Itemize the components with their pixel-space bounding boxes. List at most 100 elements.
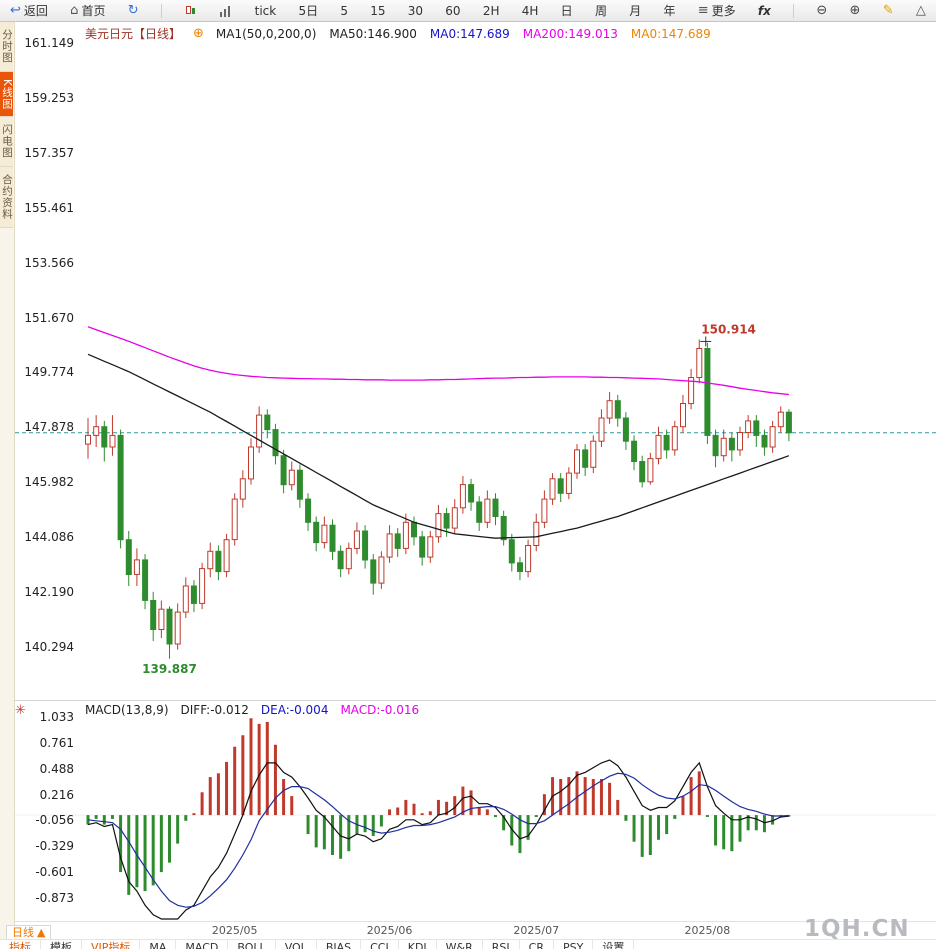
macd-axis-label: -0.601 <box>35 865 74 880</box>
sidebar-tab-kline[interactable]: K线图 <box>0 71 13 118</box>
macd-legend-item: DEA:-0.004 <box>260 703 329 717</box>
tab-cr[interactable]: CR <box>520 940 554 949</box>
period-4h-button-label: 4H <box>521 3 539 18</box>
bottom-tab-bar: 指标 模板 VIP指标 MA MACD BOLL VOL BIAS CCI KDJ W&R RSI CR… <box>0 939 936 949</box>
macd-axis-label: 1.033 <box>39 710 74 724</box>
period-tick-button[interactable]: tick <box>255 4 277 18</box>
price-axis-label: 140.294 <box>24 640 74 654</box>
period-tick-button-label: tick <box>254 3 277 18</box>
macd-axis-label: -0.873 <box>35 891 74 905</box>
tab-settings[interactable]: 设置 <box>593 940 635 949</box>
period-60min-button[interactable]: 60 <box>445 4 460 18</box>
macd-legend-item: MACD(13,8,9) <box>85 703 169 717</box>
ma-legend: MA1(50,0,200,0) MA50:146.900 MA0:147.689 MA… <box>216 27 711 41</box>
tab-vol[interactable]: VOL <box>276 940 317 949</box>
period-30min-button[interactable]: 30 <box>408 4 423 18</box>
period-week-button-label: 周 <box>594 4 607 18</box>
back-arrow-icon: ↩ <box>10 3 21 18</box>
svg-text:139.887: 139.887 <box>142 662 197 676</box>
fx-button[interactable]: fx <box>758 4 771 18</box>
tab-cci[interactable]: CCI <box>361 940 399 949</box>
ma-legend-item: MA1(50,0,200,0) <box>215 26 317 41</box>
more-button[interactable]: ≡ 更多 <box>698 2 736 19</box>
flag-button[interactable]: △ <box>916 4 926 17</box>
back-button[interactable]: ↩ 返回 <box>10 2 48 19</box>
macd-axis-label: -0.056 <box>35 813 74 828</box>
triangle-icon: △ <box>915 3 926 18</box>
zoom-out-icon: ⊖ <box>816 3 828 18</box>
period-month-button[interactable]: 月 <box>629 2 641 19</box>
price-axis-label: 157.357 <box>24 145 74 160</box>
tab-vip-indicator[interactable]: VIP指标 <box>82 940 141 949</box>
tab-bias[interactable]: BIAS <box>317 940 362 949</box>
indicator-settings-icon[interactable]: ✳ <box>15 703 26 718</box>
price-axis-label: 142.190 <box>24 585 74 600</box>
sidebar-tab-lightning[interactable]: 闪电图 <box>0 117 13 167</box>
macd-legend-item: DIFF:-0.012 <box>180 703 249 717</box>
period-15min-button-label: 15 <box>370 3 386 18</box>
refresh-button[interactable]: ↻ <box>128 4 139 17</box>
candlestick-chart-icon <box>184 4 197 17</box>
price-axis-label: 147.878 <box>24 420 74 435</box>
toolbar-separator <box>160 3 162 18</box>
period-dropdown[interactable]: 日线 ▲ <box>6 925 52 940</box>
period-year-button[interactable]: 年 <box>663 2 675 19</box>
tab-psy[interactable]: PSY <box>554 940 594 949</box>
macd-axis-label: 0.216 <box>39 787 74 802</box>
price-axis-label: 151.670 <box>24 310 74 325</box>
zoom-out-button[interactable]: ⊖ <box>816 4 827 17</box>
price-axis-label: 161.149 <box>24 36 74 50</box>
kline-chart-button[interactable] <box>184 4 197 17</box>
ma-legend-item: MA50:146.900 <box>329 26 417 41</box>
period-week-button[interactable]: 周 <box>595 2 607 19</box>
period-15min-button[interactable]: 15 <box>370 4 385 18</box>
ma-legend-item: MA0:147.689 <box>630 26 711 41</box>
tab-macd[interactable]: MACD <box>176 940 229 949</box>
period-5day-button-label: 5日 <box>298 4 319 18</box>
price-axis-label: 153.566 <box>24 255 74 270</box>
macd-legend: MACD(13,8,9) DIFF:-0.012 DEA:-0.004 MACD:-0… <box>85 703 419 717</box>
svg-text:150.914: 150.914 <box>701 322 756 336</box>
period-5min-button[interactable]: 5 <box>340 4 348 18</box>
macd-axis-label: 0.761 <box>39 735 74 750</box>
month-label: 2025/05 <box>211 924 258 937</box>
volume-chart-button[interactable] <box>219 4 233 17</box>
left-sidebar: 分时图 K线图 闪电图 合约资料 <box>0 22 15 949</box>
period-30min-button-label: 30 <box>407 3 424 18</box>
period-60min-button-label: 60 <box>445 3 461 18</box>
tab-template[interactable]: 模板 <box>41 940 82 949</box>
sidebar-tab-timeline[interactable]: 分时图 <box>0 22 13 72</box>
period-4h-button[interactable]: 4H <box>522 4 539 18</box>
period-2h-button-label: 2H <box>482 3 500 18</box>
month-label: 2025/08 <box>684 924 731 937</box>
watermark: 1QH.CN <box>804 916 910 942</box>
period-2h-button[interactable]: 2H <box>483 4 500 18</box>
home-button[interactable]: ⌂ 首页 <box>70 2 105 19</box>
home-button-label: 首页 <box>81 4 106 18</box>
add-indicator-icon[interactable]: ⊕ <box>193 26 204 41</box>
period-day-button[interactable]: 日 <box>561 2 573 19</box>
price-axis-label: 144.086 <box>24 530 74 545</box>
zoom-in-button[interactable]: ⊕ <box>850 4 861 17</box>
fx-button-label: fx <box>757 3 771 18</box>
macd-legend-item: MACD:-0.016 <box>340 703 420 717</box>
back-button-label: 返回 <box>23 4 48 18</box>
sidebar-tab-contract-info[interactable]: 合约资料 <box>0 166 13 228</box>
ma-legend-item: MA200:149.013 <box>522 26 618 41</box>
tab-rsi[interactable]: RSI <box>483 940 520 949</box>
tab-ma[interactable]: MA <box>140 940 177 949</box>
chart-header: 美元日元【日线】 ⊕ MA1(50,0,200,0) MA50:146.900 MA… <box>85 25 711 42</box>
tab-wr[interactable]: W&R <box>437 940 483 949</box>
zoom-in-icon: ⊕ <box>849 3 861 18</box>
ma-legend-item: MA0:147.689 <box>429 26 510 41</box>
tab-boll[interactable]: BOLL <box>228 940 276 949</box>
tab-indicator[interactable]: 指标 <box>0 940 41 949</box>
refresh-icon: ↻ <box>127 3 139 18</box>
macd-axis-label: -0.329 <box>35 839 74 854</box>
pencil-icon: ✎ <box>882 3 894 18</box>
period-5day-button[interactable]: 5日 <box>298 2 318 19</box>
tab-kdj[interactable]: KDJ <box>399 940 437 949</box>
top-toolbar: ↩ 返回 ⌂ 首页 ↻ tick 5日 5 15 30 60 2H 4H 日 周 月 年 ≡ 更多 fx ⊖ ⊕ ✎ △ <box>0 0 936 22</box>
draw-button[interactable]: ✎ <box>883 4 894 17</box>
